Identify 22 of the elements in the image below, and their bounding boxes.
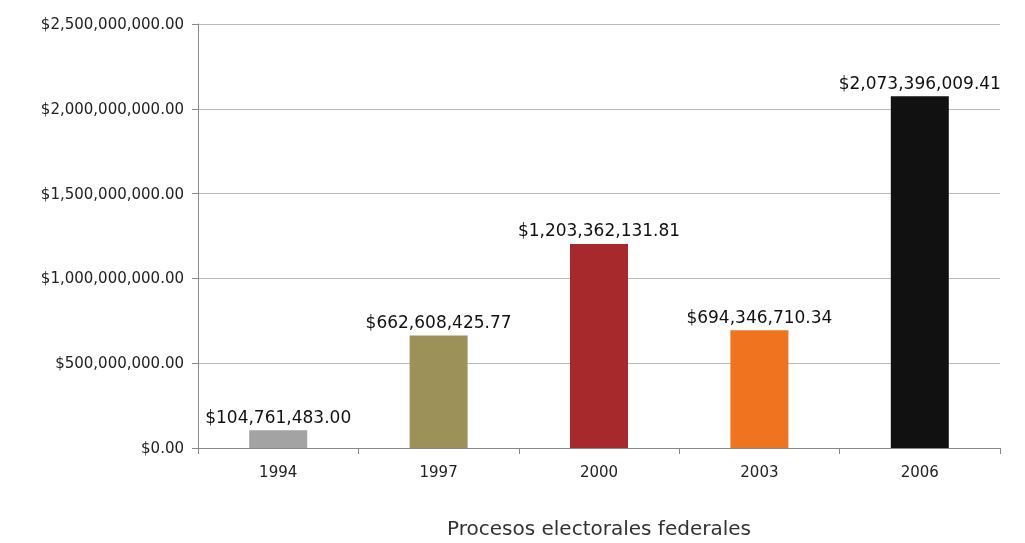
data-label: $662,608,425.77	[365, 312, 512, 333]
data-label: $1,203,362,131.81	[517, 220, 681, 241]
data-label: $104,761,483.00	[205, 406, 352, 427]
y-tick-label: $2,500,000,000.00	[40, 15, 184, 33]
x-tick-label: 2003	[740, 462, 779, 481]
x-tick-label: 1997	[419, 462, 458, 481]
x-tick-label: 2000	[579, 462, 619, 481]
x-axis-title: Procesos electorales federales	[447, 516, 751, 540]
data-label: $2,073,396,009.41	[838, 72, 1001, 93]
bar	[570, 243, 628, 448]
data-label: $694,346,710.34	[686, 306, 833, 327]
bar	[890, 96, 949, 448]
bar	[409, 335, 468, 448]
y-tick-label: $2,000,000,000.00	[40, 99, 184, 118]
y-tick-label: $1,500,000,000.00	[40, 184, 184, 203]
bar	[730, 330, 789, 448]
y-tick-label: $0.00	[141, 439, 184, 457]
x-tick-label: 2006	[900, 462, 939, 481]
x-tick-label: 1994	[259, 462, 298, 481]
bar	[249, 430, 308, 448]
y-tick-label: $1,000,000,000.00	[40, 269, 184, 288]
y-tick-label: $500,000,000.00	[55, 354, 184, 373]
